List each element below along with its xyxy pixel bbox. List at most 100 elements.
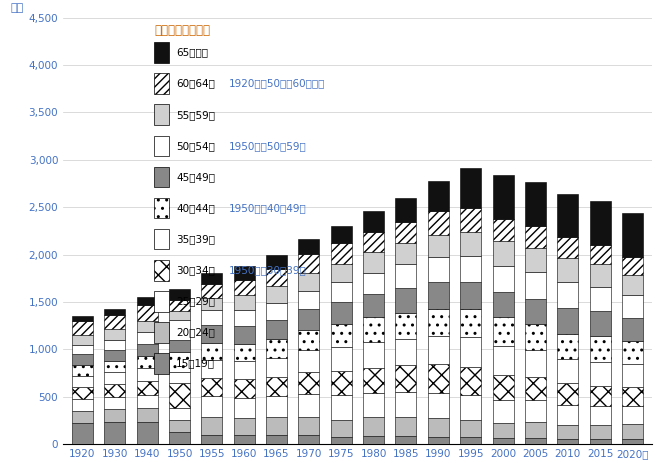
Text: 65歳以上: 65歳以上	[176, 48, 208, 57]
Bar	[298, 309, 319, 330]
Bar	[72, 376, 93, 387]
Bar	[557, 334, 578, 359]
Bar	[136, 332, 157, 344]
Bar	[622, 364, 643, 387]
Bar	[557, 383, 578, 405]
Bar	[104, 361, 125, 372]
Bar	[493, 438, 514, 444]
Bar	[104, 397, 125, 409]
Bar	[557, 439, 578, 444]
Bar	[428, 419, 449, 438]
Bar	[590, 311, 611, 337]
Text: 15～19歳: 15～19歳	[176, 359, 215, 369]
Bar	[266, 269, 287, 286]
Bar	[428, 438, 449, 444]
Bar	[363, 368, 384, 393]
Bar	[169, 320, 190, 340]
Bar	[363, 273, 384, 294]
Bar	[363, 437, 384, 444]
Bar	[331, 302, 352, 324]
Bar	[590, 406, 611, 425]
Bar	[169, 311, 190, 320]
Bar	[331, 225, 352, 243]
Bar	[525, 272, 546, 299]
Bar	[396, 365, 417, 392]
Bar	[201, 360, 222, 378]
Bar	[493, 423, 514, 438]
Bar	[493, 375, 514, 400]
Bar	[201, 434, 222, 444]
Bar	[493, 317, 514, 346]
Bar	[136, 381, 157, 395]
Bar	[622, 439, 643, 444]
Bar	[557, 359, 578, 383]
Bar	[622, 424, 643, 439]
Bar	[622, 275, 643, 295]
Text: 20～24歳: 20～24歳	[176, 327, 215, 338]
Bar	[460, 337, 482, 367]
FancyBboxPatch shape	[154, 198, 169, 218]
Bar	[396, 392, 417, 417]
Bar	[136, 356, 157, 368]
Text: 35～39歳: 35～39歳	[176, 234, 215, 244]
Bar	[201, 284, 222, 298]
Bar	[428, 364, 449, 393]
FancyBboxPatch shape	[154, 260, 169, 281]
Bar	[169, 432, 190, 444]
Bar	[557, 258, 578, 282]
Bar	[201, 310, 222, 325]
Bar	[493, 266, 514, 292]
Bar	[72, 355, 93, 365]
Bar	[169, 383, 190, 408]
Bar	[590, 337, 611, 362]
Bar	[557, 237, 578, 258]
Bar	[590, 244, 611, 264]
Bar	[493, 400, 514, 423]
Bar	[136, 408, 157, 422]
Bar	[557, 282, 578, 307]
Bar	[169, 300, 190, 311]
Bar	[590, 425, 611, 439]
Bar	[525, 400, 546, 422]
Bar	[298, 273, 319, 290]
Text: 1920年と50年は60歳以上: 1920年と50年は60歳以上	[229, 79, 325, 88]
Bar	[266, 255, 287, 269]
Bar	[234, 310, 255, 326]
Bar	[234, 266, 255, 280]
Bar	[201, 298, 222, 310]
Bar	[169, 352, 190, 372]
Bar	[622, 341, 643, 364]
Bar	[331, 282, 352, 302]
Bar	[201, 343, 222, 360]
Bar	[363, 342, 384, 368]
Bar	[234, 344, 255, 361]
Bar	[396, 288, 417, 313]
Bar	[234, 295, 255, 310]
Bar	[622, 387, 643, 406]
Bar	[396, 437, 417, 444]
Bar	[622, 406, 643, 424]
Bar	[298, 417, 319, 435]
FancyBboxPatch shape	[154, 291, 169, 312]
Bar	[169, 340, 190, 352]
Bar	[525, 181, 546, 225]
Text: 45～49歳: 45～49歳	[176, 172, 215, 182]
Bar	[525, 248, 546, 272]
Bar	[169, 408, 190, 420]
Bar	[525, 350, 546, 377]
Bar	[428, 309, 449, 337]
Bar	[396, 222, 417, 243]
Bar	[104, 384, 125, 397]
Bar	[298, 372, 319, 394]
Bar	[460, 257, 482, 282]
Text: 1950年は50～59歳: 1950年は50～59歳	[229, 141, 307, 151]
Bar	[104, 409, 125, 422]
Bar	[104, 422, 125, 444]
Bar	[622, 295, 643, 318]
Bar	[428, 235, 449, 257]
Bar	[622, 213, 643, 257]
Bar	[136, 321, 157, 332]
Bar	[590, 386, 611, 406]
Bar	[169, 372, 190, 383]
Bar	[266, 417, 287, 434]
